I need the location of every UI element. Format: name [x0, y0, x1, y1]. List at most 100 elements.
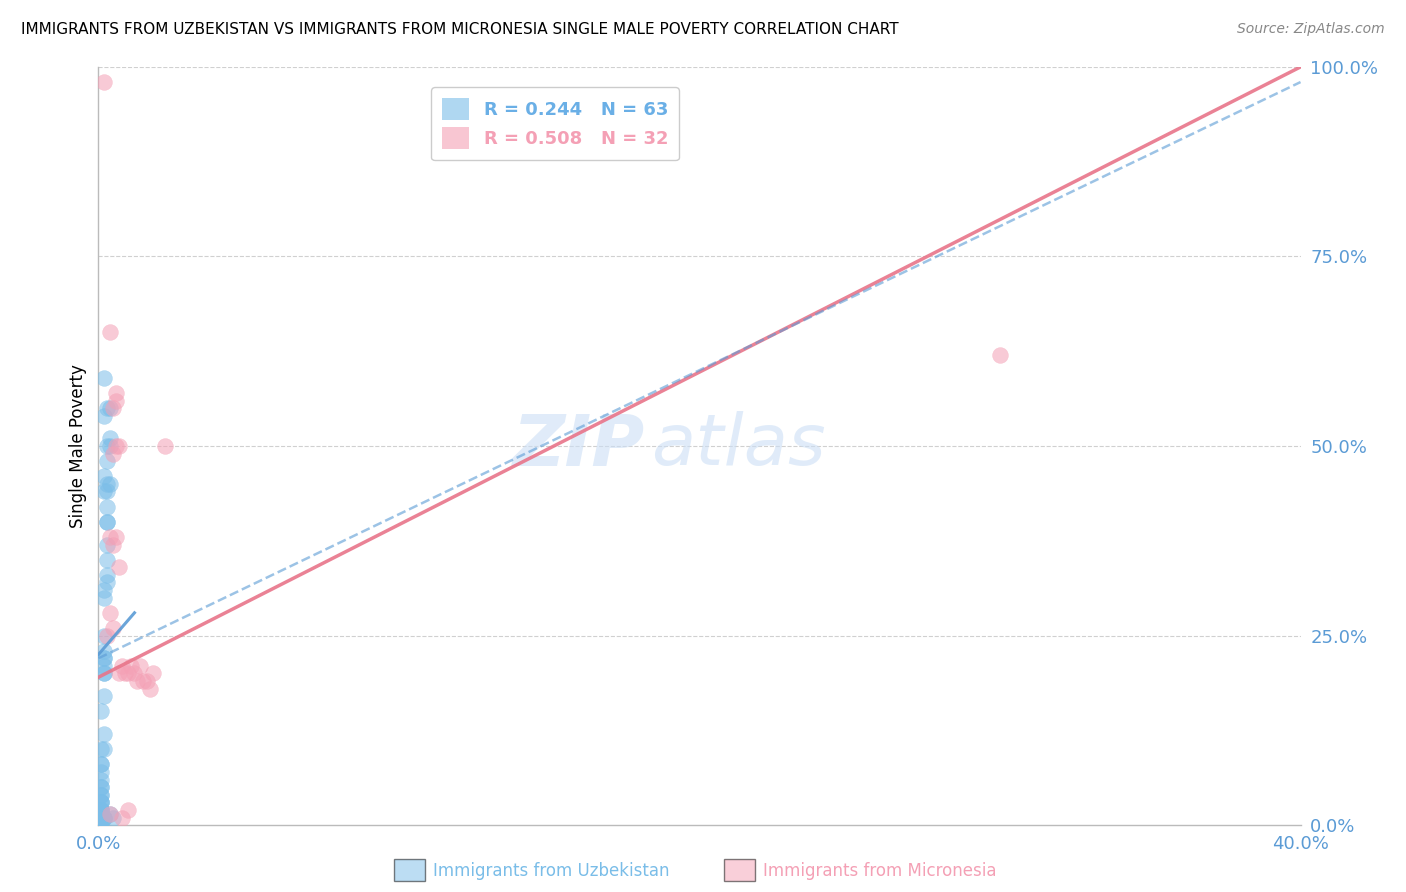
Point: [100, 401, 122, 416]
Point: [96, 454, 118, 468]
Point: [93, 371, 115, 385]
Point: [90, 772, 112, 787]
Point: [100, 476, 122, 491]
Point: [105, 393, 128, 408]
Point: [153, 439, 176, 453]
Point: [96, 568, 118, 582]
Point: [93, 644, 115, 658]
Point: [96, 484, 118, 499]
Point: [93, 469, 115, 483]
Point: [105, 439, 128, 453]
Point: [90, 806, 112, 821]
Point: [87, 803, 110, 817]
Point: [111, 658, 134, 673]
Point: [90, 788, 112, 802]
Point: [124, 666, 146, 681]
Point: [93, 651, 115, 665]
Point: [93, 583, 115, 598]
Point: [93, 75, 115, 89]
Point: [105, 530, 128, 544]
Point: [90, 803, 112, 817]
Point: [90, 780, 112, 795]
Point: [90, 811, 112, 825]
Point: [90, 803, 112, 817]
Point: [90, 705, 112, 719]
Point: [90, 757, 112, 772]
Point: [90, 811, 112, 825]
Point: [93, 811, 115, 825]
Point: [96, 401, 118, 416]
Point: [103, 446, 125, 460]
Point: [96, 515, 118, 529]
Point: [100, 325, 122, 339]
Point: [87, 803, 110, 817]
Point: [93, 689, 115, 703]
Point: [90, 757, 112, 772]
Point: [93, 666, 115, 681]
Point: [96, 515, 118, 529]
Text: atlas: atlas: [651, 411, 825, 481]
Point: [96, 500, 118, 514]
Text: Immigrants from Uzbekistan: Immigrants from Uzbekistan: [433, 862, 669, 880]
Point: [93, 727, 115, 741]
Point: [96, 439, 118, 453]
Point: [96, 552, 118, 567]
Point: [93, 811, 115, 825]
Point: [111, 811, 134, 825]
Point: [100, 530, 122, 544]
Point: [93, 658, 115, 673]
Point: [93, 666, 115, 681]
Point: [121, 658, 143, 673]
Point: [988, 348, 1011, 362]
Point: [103, 401, 125, 416]
Point: [90, 796, 112, 810]
Point: [90, 765, 112, 780]
Point: [103, 537, 125, 551]
Point: [90, 803, 112, 817]
Point: [103, 811, 125, 825]
Point: [90, 814, 112, 829]
Point: [90, 818, 112, 832]
Point: [132, 674, 155, 689]
Point: [93, 484, 115, 499]
Point: [90, 814, 112, 829]
Point: [90, 796, 112, 810]
Point: [108, 560, 131, 574]
Point: [100, 806, 122, 821]
Point: [135, 674, 157, 689]
Point: [114, 666, 136, 681]
Point: [93, 591, 115, 605]
Point: [100, 606, 122, 620]
Point: [96, 628, 118, 642]
Point: [93, 742, 115, 756]
Point: [100, 806, 122, 821]
Point: [87, 811, 110, 825]
Legend: R = 0.244   N = 63, R = 0.508   N = 32: R = 0.244 N = 63, R = 0.508 N = 32: [432, 87, 679, 161]
Point: [108, 666, 131, 681]
Point: [90, 803, 112, 817]
Point: [108, 439, 131, 453]
Point: [127, 674, 149, 689]
Point: [90, 780, 112, 795]
Point: [141, 666, 163, 681]
Point: [93, 409, 115, 423]
Point: [117, 666, 139, 681]
Point: [138, 681, 160, 696]
Point: [96, 575, 118, 590]
Point: [117, 803, 139, 817]
Point: [90, 811, 112, 825]
Point: [129, 658, 152, 673]
Point: [103, 621, 125, 635]
Text: Immigrants from Micronesia: Immigrants from Micronesia: [763, 862, 997, 880]
Point: [96, 537, 118, 551]
Point: [90, 788, 112, 802]
Text: ZIP: ZIP: [513, 411, 645, 481]
Point: [90, 742, 112, 756]
Point: [105, 386, 128, 401]
Point: [96, 476, 118, 491]
Text: Source: ZipAtlas.com: Source: ZipAtlas.com: [1237, 22, 1385, 37]
Text: IMMIGRANTS FROM UZBEKISTAN VS IMMIGRANTS FROM MICRONESIA SINGLE MALE POVERTY COR: IMMIGRANTS FROM UZBEKISTAN VS IMMIGRANTS…: [21, 22, 898, 37]
Point: [93, 651, 115, 665]
Point: [90, 796, 112, 810]
Point: [100, 432, 122, 446]
